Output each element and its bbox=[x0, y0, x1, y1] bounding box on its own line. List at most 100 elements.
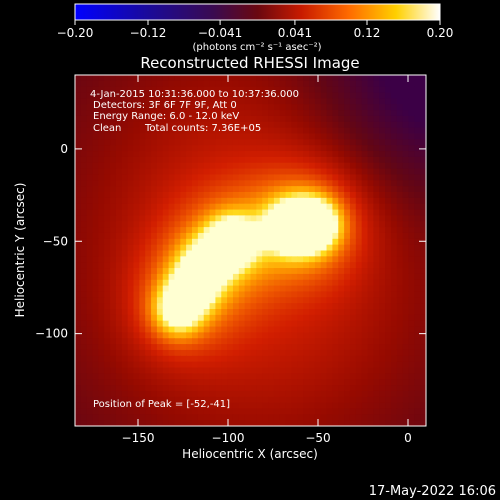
heatmap-cell bbox=[133, 162, 140, 170]
heatmap-cell bbox=[121, 121, 129, 129]
heatmap-cell bbox=[420, 414, 426, 421]
heatmap-cell bbox=[250, 203, 257, 211]
heatmap-cell bbox=[402, 326, 410, 333]
heatmap-cell bbox=[110, 420, 117, 426]
heatmap-cell bbox=[361, 420, 369, 426]
heatmap-cell bbox=[75, 180, 82, 187]
heatmap-cell bbox=[186, 156, 193, 164]
heatmap-cell bbox=[203, 104, 211, 111]
heatmap-cell bbox=[110, 86, 117, 94]
heatmap-cell bbox=[168, 145, 176, 152]
heatmap-cell bbox=[326, 115, 333, 123]
heatmap-cell bbox=[379, 262, 386, 269]
heatmap-cell bbox=[285, 121, 293, 129]
heatmap-cell bbox=[238, 355, 246, 363]
heatmap-cell bbox=[326, 232, 333, 240]
heatmap-cell bbox=[355, 104, 363, 111]
heatmap-cell bbox=[221, 186, 228, 193]
heatmap-cell bbox=[396, 332, 404, 339]
heatmap-cell bbox=[314, 361, 322, 369]
heatmap-cell bbox=[127, 320, 135, 328]
heatmap-cell bbox=[180, 402, 187, 410]
heatmap-cell bbox=[232, 98, 240, 105]
heatmap-cell bbox=[332, 344, 339, 351]
heatmap-cell bbox=[162, 197, 170, 205]
heatmap-cell bbox=[408, 221, 415, 228]
heatmap-cell bbox=[402, 320, 410, 328]
heatmap-cell bbox=[379, 402, 386, 410]
heatmap-cell bbox=[174, 268, 181, 275]
heatmap-cell bbox=[303, 344, 310, 351]
heatmap-cell bbox=[145, 297, 152, 304]
heatmap-cell bbox=[232, 180, 240, 187]
heatmap-cell bbox=[110, 203, 117, 211]
heatmap-cell bbox=[314, 291, 322, 298]
heatmap-cell bbox=[314, 367, 322, 374]
heatmap-cell bbox=[291, 420, 298, 426]
heatmap-cell bbox=[250, 92, 257, 99]
heatmap-cell bbox=[139, 221, 146, 228]
heatmap-cell bbox=[115, 180, 123, 187]
heatmap-cell bbox=[262, 174, 269, 181]
heatmap-cell bbox=[139, 209, 146, 216]
heatmap-cell bbox=[367, 367, 374, 374]
heatmap-cell bbox=[390, 297, 398, 304]
heatmap-cell bbox=[285, 379, 293, 386]
heatmap-cell bbox=[332, 186, 339, 193]
heatmap-cell bbox=[332, 180, 339, 187]
heatmap-cell bbox=[151, 408, 158, 415]
heatmap-cell bbox=[75, 309, 82, 316]
heatmap-cell bbox=[373, 238, 380, 246]
heatmap-cell bbox=[110, 355, 117, 363]
heatmap-cell bbox=[361, 174, 369, 181]
heatmap-cell bbox=[197, 168, 205, 176]
heatmap-cell bbox=[180, 186, 187, 193]
heatmap-cell bbox=[285, 151, 293, 158]
heatmap-cell bbox=[127, 262, 135, 269]
heatmap-cell bbox=[402, 367, 410, 374]
heatmap-cell bbox=[156, 221, 164, 228]
heatmap-cell bbox=[238, 344, 246, 351]
heatmap-cell bbox=[332, 268, 339, 275]
heatmap-cell bbox=[344, 262, 351, 269]
heatmap-cell bbox=[151, 338, 158, 345]
heatmap-cell bbox=[420, 320, 426, 328]
heatmap-cell bbox=[110, 379, 117, 386]
heatmap-cell bbox=[227, 326, 234, 333]
heatmap-cell bbox=[291, 203, 298, 211]
heatmap-cell bbox=[355, 396, 363, 404]
heatmap-cell bbox=[203, 168, 211, 176]
heatmap-cell bbox=[361, 344, 369, 351]
heatmap-cell bbox=[332, 80, 339, 88]
heatmap-cell bbox=[402, 203, 410, 211]
heatmap-cell bbox=[151, 355, 158, 363]
heatmap-cell bbox=[162, 98, 170, 105]
heatmap-cell bbox=[402, 238, 410, 246]
heatmap-cell bbox=[309, 80, 316, 88]
heatmap-cell bbox=[279, 320, 287, 328]
heatmap-cell bbox=[98, 250, 105, 257]
heatmap-cell bbox=[162, 414, 170, 421]
heatmap-cell bbox=[291, 168, 298, 176]
heatmap-cell bbox=[104, 256, 111, 263]
heatmap-cell bbox=[156, 355, 164, 363]
heatmap-cell bbox=[238, 367, 246, 374]
heatmap-cell bbox=[180, 133, 187, 140]
heatmap-cell bbox=[145, 110, 152, 117]
heatmap-cell bbox=[250, 174, 257, 181]
heatmap-cell bbox=[232, 268, 240, 275]
heatmap-cell bbox=[209, 309, 216, 316]
heatmap-cell bbox=[396, 215, 404, 222]
heatmap-cell bbox=[127, 215, 135, 222]
heatmap-cell bbox=[420, 238, 426, 246]
heatmap-cell bbox=[115, 344, 123, 351]
heatmap-cell bbox=[80, 209, 88, 216]
heatmap-cell bbox=[127, 408, 135, 415]
heatmap-cell bbox=[168, 279, 176, 287]
heatmap-cell bbox=[414, 256, 421, 263]
heatmap-cell bbox=[139, 390, 146, 398]
heatmap-cell bbox=[180, 215, 187, 222]
heatmap-cell bbox=[244, 244, 252, 252]
heatmap-cell bbox=[174, 244, 181, 252]
heatmap-cell bbox=[268, 110, 275, 117]
